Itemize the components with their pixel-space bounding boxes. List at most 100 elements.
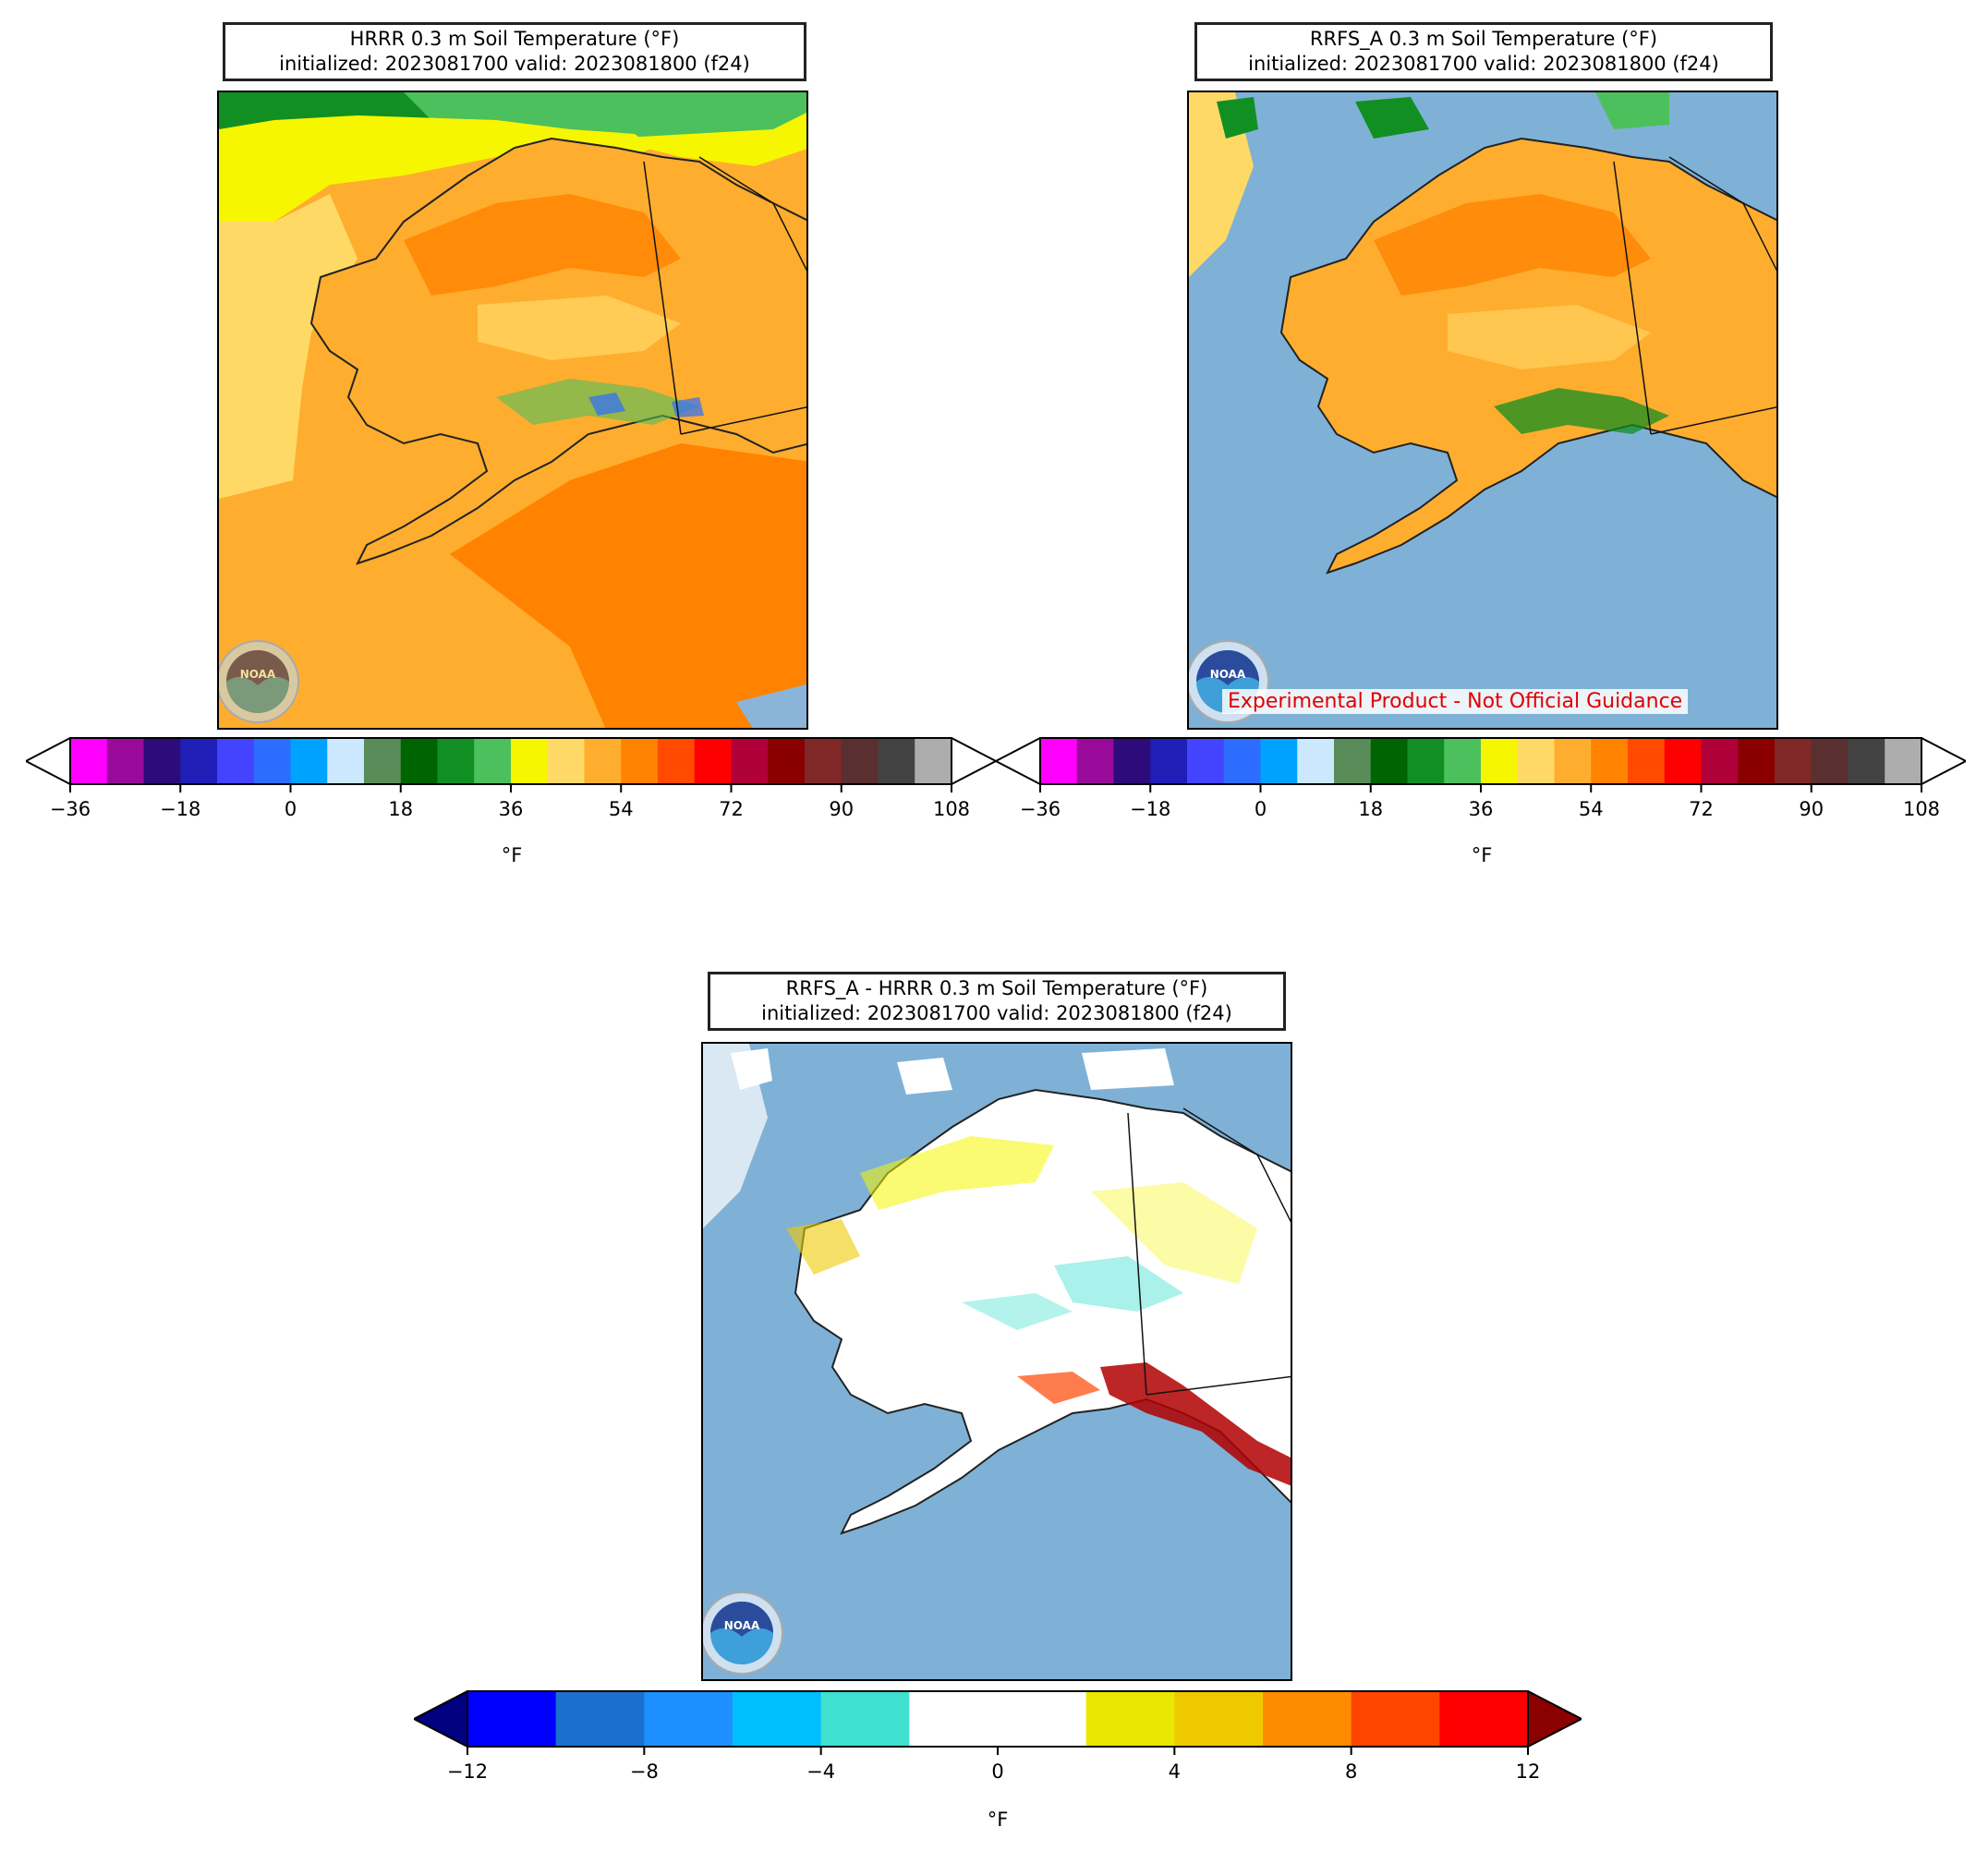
hrrr-title-line2: initialized: 2023081700 valid: 202308180… [279, 53, 750, 75]
rrfs-colorbar-graphics [993, 736, 1969, 792]
hrrr-title-line1: HRRR 0.3 m Soil Temperature (°F) [349, 28, 680, 50]
rrfs-colorbar-swatch [1113, 738, 1151, 784]
diff-colorbar-extend-max [1527, 1689, 1584, 1748]
hrrr-colorbar-extend-min [23, 736, 71, 786]
rrfs-colorbar-tick-label: 36 [1468, 798, 1494, 820]
diff-colorbar [411, 1689, 1584, 1760]
hrrr-colorbar-extend-max [951, 736, 999, 786]
rrfs-colorbar-swatch [1701, 738, 1739, 784]
rrfs-colorbar-swatch [1076, 738, 1114, 784]
diff-colorbar-tick-label: 8 [1344, 1760, 1358, 1783]
hrrr-colorbar-tick-label: 72 [719, 798, 744, 820]
diff-colorbar-swatch [555, 1691, 645, 1747]
rrfs-colorbar [993, 736, 1969, 798]
diff-colorbar-swatch [733, 1691, 822, 1747]
rrfs-colorbar-swatch [1407, 738, 1445, 784]
hrrr-colorbar-swatch [217, 738, 255, 784]
noaa-logo-text: NOAA [1210, 668, 1246, 681]
rrfs-colorbar-swatch [1187, 738, 1225, 784]
rrfs-colorbar-swatch [1260, 738, 1298, 784]
hrrr-colorbar-swatch [364, 738, 402, 784]
noaa-logo: NOAA [703, 1591, 783, 1675]
diff-title: RRFS_A - HRRR 0.3 m Soil Temperature (°F… [708, 972, 1286, 1031]
hrrr-colorbar-swatch [915, 738, 952, 784]
rrfs-colorbar-swatch [1848, 738, 1885, 784]
diff-colorbar-tick-label: −12 [446, 1760, 489, 1783]
hrrr-colorbar-swatch [400, 738, 438, 784]
diff-colorbar-swatch [1085, 1691, 1175, 1747]
experimental-watermark: Experimental Product - Not Official Guid… [1222, 689, 1689, 714]
rrfs-colorbar-swatch [1628, 738, 1666, 784]
hrrr-colorbar-swatch [143, 738, 181, 784]
diff-colorbar-swatch [1174, 1691, 1264, 1747]
rrfs-colorbar-extend-min [993, 736, 1041, 786]
noaa-logo-text: NOAA [724, 1619, 760, 1632]
hrrr-map-graphics [219, 92, 806, 728]
hrrr-colorbar-swatch [70, 738, 108, 784]
rrfs-colorbar-swatch [1591, 738, 1629, 784]
hrrr-colorbar-swatch [731, 738, 769, 784]
diff-colorbar-swatch [1439, 1691, 1529, 1747]
rrfs-colorbar-tick-label: 90 [1799, 798, 1824, 820]
hrrr-colorbar-swatch [511, 738, 549, 784]
hrrr-colorbar-graphics [23, 736, 999, 792]
hrrr-colorbar-tick-label: −36 [49, 798, 91, 820]
hrrr-colorbar-swatch [547, 738, 585, 784]
hrrr-map: NOAA [217, 91, 808, 730]
diff-colorbar-tick-label: −8 [629, 1760, 659, 1783]
rrfs-colorbar-tick-label: 0 [1254, 798, 1267, 820]
diff-colorbar-tick-label: 4 [1168, 1760, 1182, 1783]
hrrr-colorbar-unit: °F [501, 844, 523, 866]
hrrr-colorbar-tick-label: 18 [388, 798, 414, 820]
diff-colorbar-swatch [909, 1691, 999, 1747]
rrfs-colorbar-swatch [1885, 738, 1922, 784]
rrfs-map: NOAA Experimental Product - Not Official… [1187, 91, 1778, 730]
hrrr-colorbar-tick-label: −18 [160, 798, 201, 820]
rrfs-colorbar-swatch [1481, 738, 1519, 784]
diff-map-graphics [703, 1044, 1291, 1535]
rrfs-colorbar-tick-label: −18 [1130, 798, 1171, 820]
rrfs-colorbar-swatch [1775, 738, 1812, 784]
hrrr-colorbar-tick-label: 0 [284, 798, 297, 820]
hrrr-colorbar [23, 736, 999, 798]
hrrr-colorbar-swatch [253, 738, 291, 784]
hrrr-colorbar-swatch [694, 738, 732, 784]
rrfs-title-line2: initialized: 2023081700 valid: 202308180… [1248, 53, 1719, 75]
hrrr-colorbar-swatch [584, 738, 622, 784]
diff-colorbar-extend-min [411, 1689, 468, 1748]
diff-colorbar-graphics [411, 1689, 1584, 1755]
hrrr-colorbar-tick-label: 108 [932, 798, 971, 820]
rrfs-colorbar-tick-label: 72 [1689, 798, 1714, 820]
hrrr-colorbar-swatch [106, 738, 144, 784]
rrfs-colorbar-tick-label: 54 [1578, 798, 1604, 820]
hrrr-colorbar-swatch [805, 738, 842, 784]
hrrr-colorbar-tick-label: 36 [498, 798, 524, 820]
hrrr-colorbar-swatch [621, 738, 659, 784]
hrrr-colorbar-swatch [658, 738, 696, 784]
hrrr-title: HRRR 0.3 m Soil Temperature (°F) initial… [223, 22, 806, 81]
diff-title-line2: initialized: 2023081700 valid: 202308180… [761, 1002, 1232, 1024]
rrfs-colorbar-swatch [1811, 738, 1849, 784]
diff-colorbar-unit: °F [987, 1809, 1009, 1831]
rrfs-colorbar-swatch [1297, 738, 1335, 784]
rrfs-colorbar-tick-label: 18 [1358, 798, 1384, 820]
rrfs-title: RRFS_A 0.3 m Soil Temperature (°F) initi… [1194, 22, 1773, 81]
diff-map: NOAA [701, 1042, 1292, 1681]
rrfs-colorbar-tick-label: −36 [1019, 798, 1061, 820]
rrfs-colorbar-swatch [1040, 738, 1078, 784]
rrfs-colorbar-swatch [1444, 738, 1482, 784]
rrfs-colorbar-swatch [1223, 738, 1261, 784]
noaa-logo: NOAA [219, 640, 299, 723]
rrfs-map-graphics [1189, 92, 1776, 575]
rrfs-colorbar-swatch [1334, 738, 1372, 784]
diff-colorbar-tick-label: 0 [991, 1760, 1004, 1783]
diff-colorbar-swatch [1351, 1691, 1440, 1747]
hrrr-colorbar-swatch [290, 738, 328, 784]
diff-colorbar-swatch [820, 1691, 910, 1747]
hrrr-colorbar-swatch [474, 738, 512, 784]
rrfs-colorbar-swatch [1150, 738, 1188, 784]
hrrr-colorbar-swatch [180, 738, 218, 784]
rrfs-colorbar-swatch [1664, 738, 1702, 784]
rrfs-colorbar-swatch [1517, 738, 1555, 784]
rrfs-colorbar-swatch [1554, 738, 1592, 784]
